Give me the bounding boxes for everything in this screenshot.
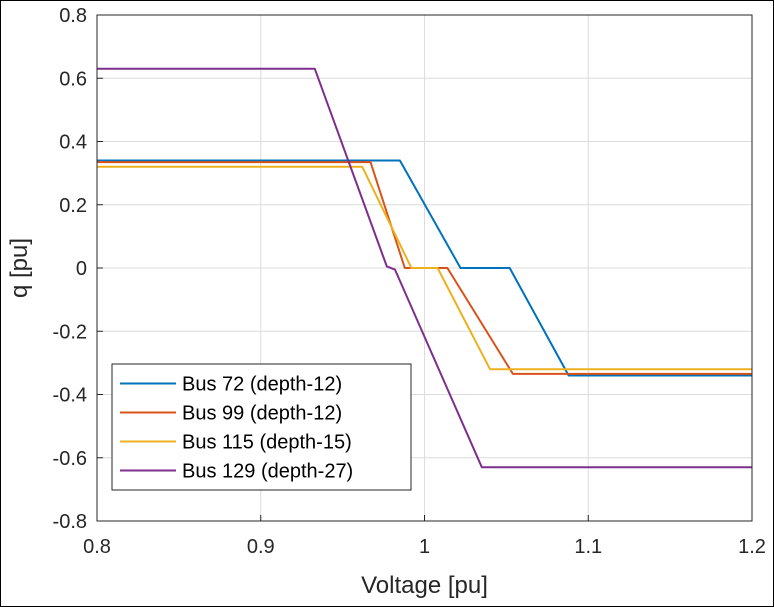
series-line-3 [97,165,752,371]
x-tick-label: 1.1 [574,536,602,558]
axis-ticks: 0.8 0.9 1 1.1 1.2 0.8 0.6 0.4 0.2 0 -0.2 -0.4 -0.6 -0… [53,5,766,558]
legend-entry-2: Bus 99 (depth-12) [182,403,342,425]
series-line-1 [97,159,752,377]
y-tick-label: 0.4 [59,132,87,154]
x-tick-label: 0.8 [83,536,111,558]
y-tick-label: 0.6 [59,68,87,90]
series-line-4 [97,67,752,469]
y-tick-label: 0.2 [59,195,87,217]
y-tick-label: -0.8 [53,511,87,533]
x-tick-label: 0.9 [247,536,275,558]
x-axis-label: Voltage [pu] [361,572,488,599]
y-axis-label: q [pu] [6,238,33,298]
legend-entry-4: Bus 129 (depth-27) [182,461,353,483]
y-tick-label: -0.6 [53,448,87,470]
y-tick-label: 0.8 [59,5,87,27]
y-tick-label: -0.4 [53,385,87,407]
y-tick-label: 0 [76,258,87,280]
series-lines [97,67,752,469]
y-tick-label: -0.2 [53,321,87,343]
legend-entry-1: Bus 72 (depth-12) [182,374,342,396]
legend-box [111,363,412,491]
legend: Bus 72 (depth-12) Bus 99 (depth-12) Bus 11… [111,363,412,491]
x-tick-label: 1 [419,536,430,558]
legend-entry-3: Bus 115 (depth-15) [182,432,352,454]
x-tick-label: 1.2 [738,536,766,558]
